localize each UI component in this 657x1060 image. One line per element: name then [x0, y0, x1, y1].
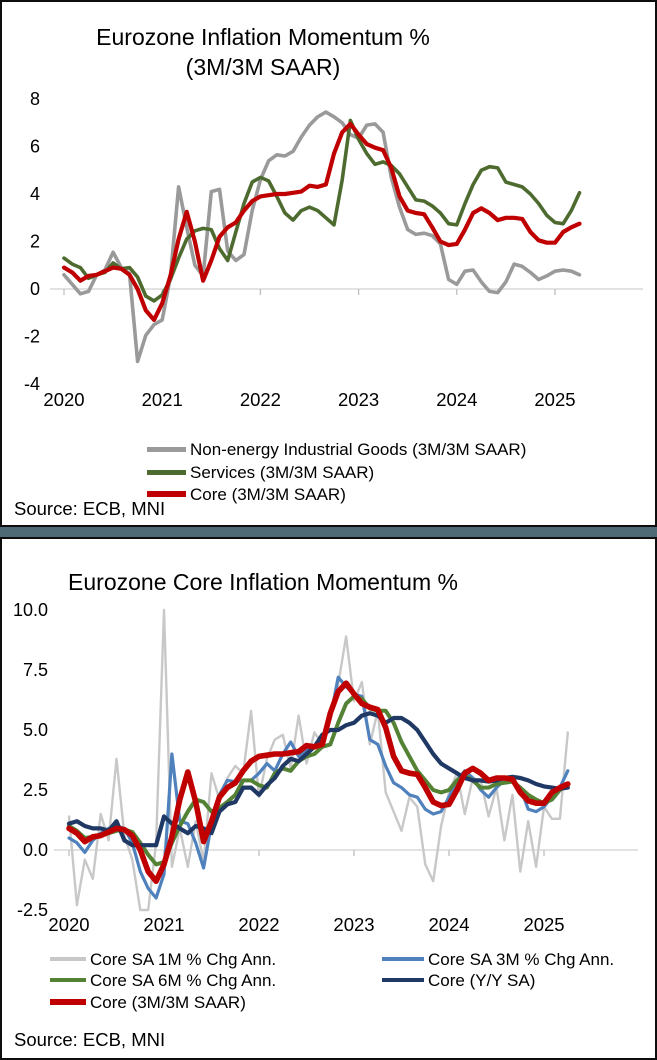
- y-tick-label: -2: [24, 327, 40, 347]
- source-note: Source: ECB, MNI: [14, 1029, 166, 1050]
- legend-swatch-core-3m: [382, 956, 424, 962]
- x-tick-label: 2024: [428, 914, 469, 935]
- y-tick-label: 0: [30, 279, 40, 299]
- legend-item-core: Core (3M/3M SAAR): [147, 484, 346, 504]
- y-tick-label: 7.5: [23, 660, 48, 680]
- chart-title-line2: (3M/3M SAAR): [185, 54, 341, 80]
- legend-item-core-1m: Core SA 1M % Chg Ann.: [50, 949, 276, 969]
- x-tick-label: 2020: [43, 389, 84, 410]
- y-tick-label: 4: [30, 184, 40, 204]
- legend-swatch-core: [147, 490, 186, 498]
- x-tick-label: 2025: [534, 389, 575, 410]
- legend-item-core-saar: Core (3M/3M SAAR): [50, 992, 246, 1012]
- series-line-1: [62, 118, 582, 303]
- y-tick-label: 2: [30, 232, 40, 252]
- x-tick-label: 2025: [523, 914, 564, 935]
- x-tick-label: 2021: [142, 389, 183, 410]
- legend-swatch-neig: [147, 446, 186, 452]
- source-note: Source: ECB, MNI: [14, 498, 166, 519]
- legend-swatch-core-6m: [50, 977, 86, 983]
- x-tick-label: 2020: [48, 914, 89, 935]
- chart-title: Eurozone Core Inflation Momentum %: [2, 567, 524, 597]
- legend-label-core-6m: Core SA 6M % Chg Ann.: [90, 970, 277, 990]
- chart-panel-core-momentum: 10.0 7.5 5.0 2.5 0.0 -2.5 2020 2021 2022 2023 2024…: [0, 537, 657, 1060]
- x-tick-label: 2023: [338, 389, 379, 410]
- legend-swatch-core-1m: [50, 957, 86, 961]
- y-tick-label: 2.5: [23, 780, 48, 800]
- legend-label-core: Core (3M/3M SAAR): [190, 484, 346, 504]
- y-tick-label: 8: [30, 89, 40, 109]
- legend-label-services: Services (3M/3M SAAR): [190, 462, 375, 482]
- chart-title-line1: Eurozone Core Inflation Momentum %: [68, 569, 458, 595]
- series-line-3: [66, 711, 570, 848]
- legend-label-core-yy: Core (Y/Y SA): [428, 970, 536, 990]
- x-tick-label: 2023: [333, 914, 374, 935]
- x-tick-label: 2022: [238, 914, 279, 935]
- y-tick-label: -2.5: [17, 900, 48, 920]
- legend-item-services: Services (3M/3M SAAR): [147, 462, 374, 482]
- y-tick-label: 5.0: [23, 720, 48, 740]
- chart-title: Eurozone Inflation Momentum % (3M/3M SAA…: [2, 22, 524, 82]
- legend-item-core-3m: Core SA 3M % Chg Ann.: [382, 949, 614, 969]
- x-tick-label: 2021: [143, 914, 184, 935]
- series-line-2: [67, 694, 570, 867]
- series-line-4: [66, 680, 571, 885]
- y-tick-label: 10.0: [13, 600, 48, 620]
- legend-swatch-services: [147, 469, 186, 475]
- y-tick-label: -4: [24, 374, 40, 394]
- chart-title-line1: Eurozone Inflation Momentum %: [96, 24, 430, 50]
- legend-swatch-core-saar: [50, 998, 86, 1006]
- legend-label-core-1m: Core SA 1M % Chg Ann.: [90, 949, 277, 969]
- legend-item-core-yy: Core (Y/Y SA): [382, 970, 535, 990]
- x-tick-label: 2022: [240, 389, 281, 410]
- legend-label-neig: Non-energy Industrial Goods (3M/3M SAAR): [190, 439, 527, 459]
- legend-item-neig: Non-energy Industrial Goods (3M/3M SAAR): [147, 439, 526, 459]
- series-line-0: [62, 110, 582, 364]
- series-line-2: [61, 121, 582, 322]
- legend-item-core-6m: Core SA 6M % Chg Ann.: [50, 970, 276, 990]
- y-tick-label: 6: [30, 137, 40, 157]
- legend-label-core-3m: Core SA 3M % Chg Ann.: [428, 949, 615, 969]
- y-tick-label: 0.0: [23, 840, 48, 860]
- legend-swatch-core-yy: [382, 977, 424, 983]
- legend-label-core-saar: Core (3M/3M SAAR): [90, 992, 246, 1012]
- x-tick-label: 2024: [436, 389, 477, 410]
- chart-panel-inflation-momentum: 8 6 4 2 0 -2 -4 2020 2021 2022 2023 2024 2025 Eurozo…: [0, 0, 657, 527]
